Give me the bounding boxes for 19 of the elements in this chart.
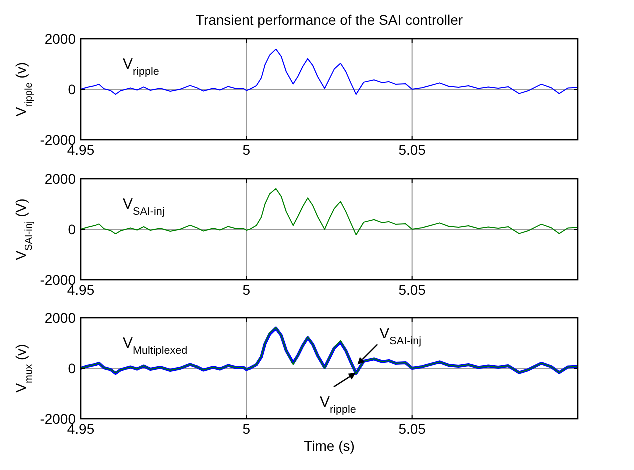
x-tick-label: 5 (242, 142, 251, 158)
annotation: V$_{SAI-inj}$ (380, 326, 422, 348)
y-tick-label: 0 (68, 222, 76, 238)
chart-title: Transient performance of the SAI controller (196, 12, 464, 28)
x-tick-label: 5.05 (398, 142, 426, 158)
x-tick-label: 5.05 (398, 421, 426, 437)
annotation: V$_{ripple}$ (320, 394, 356, 416)
y-tick-label: 2000 (44, 171, 76, 187)
x-tick-label: 5 (242, 421, 251, 437)
annotation: V$_{Multiplexed}$ (123, 335, 188, 357)
annotation: V$_{SAI-inj}$ (123, 196, 165, 218)
y-tick-label: 2000 (44, 31, 76, 47)
y-tick-label: 0 (68, 360, 76, 376)
annotation: V$_{ripple}$ (123, 56, 160, 78)
x-tick-label: 5.05 (398, 282, 426, 298)
x-tick-label: 5 (242, 282, 251, 298)
y-tick-label: 0 (68, 82, 76, 98)
y-tick-label: 2000 (44, 310, 76, 326)
x-axis-title: Time (s) (304, 438, 355, 454)
